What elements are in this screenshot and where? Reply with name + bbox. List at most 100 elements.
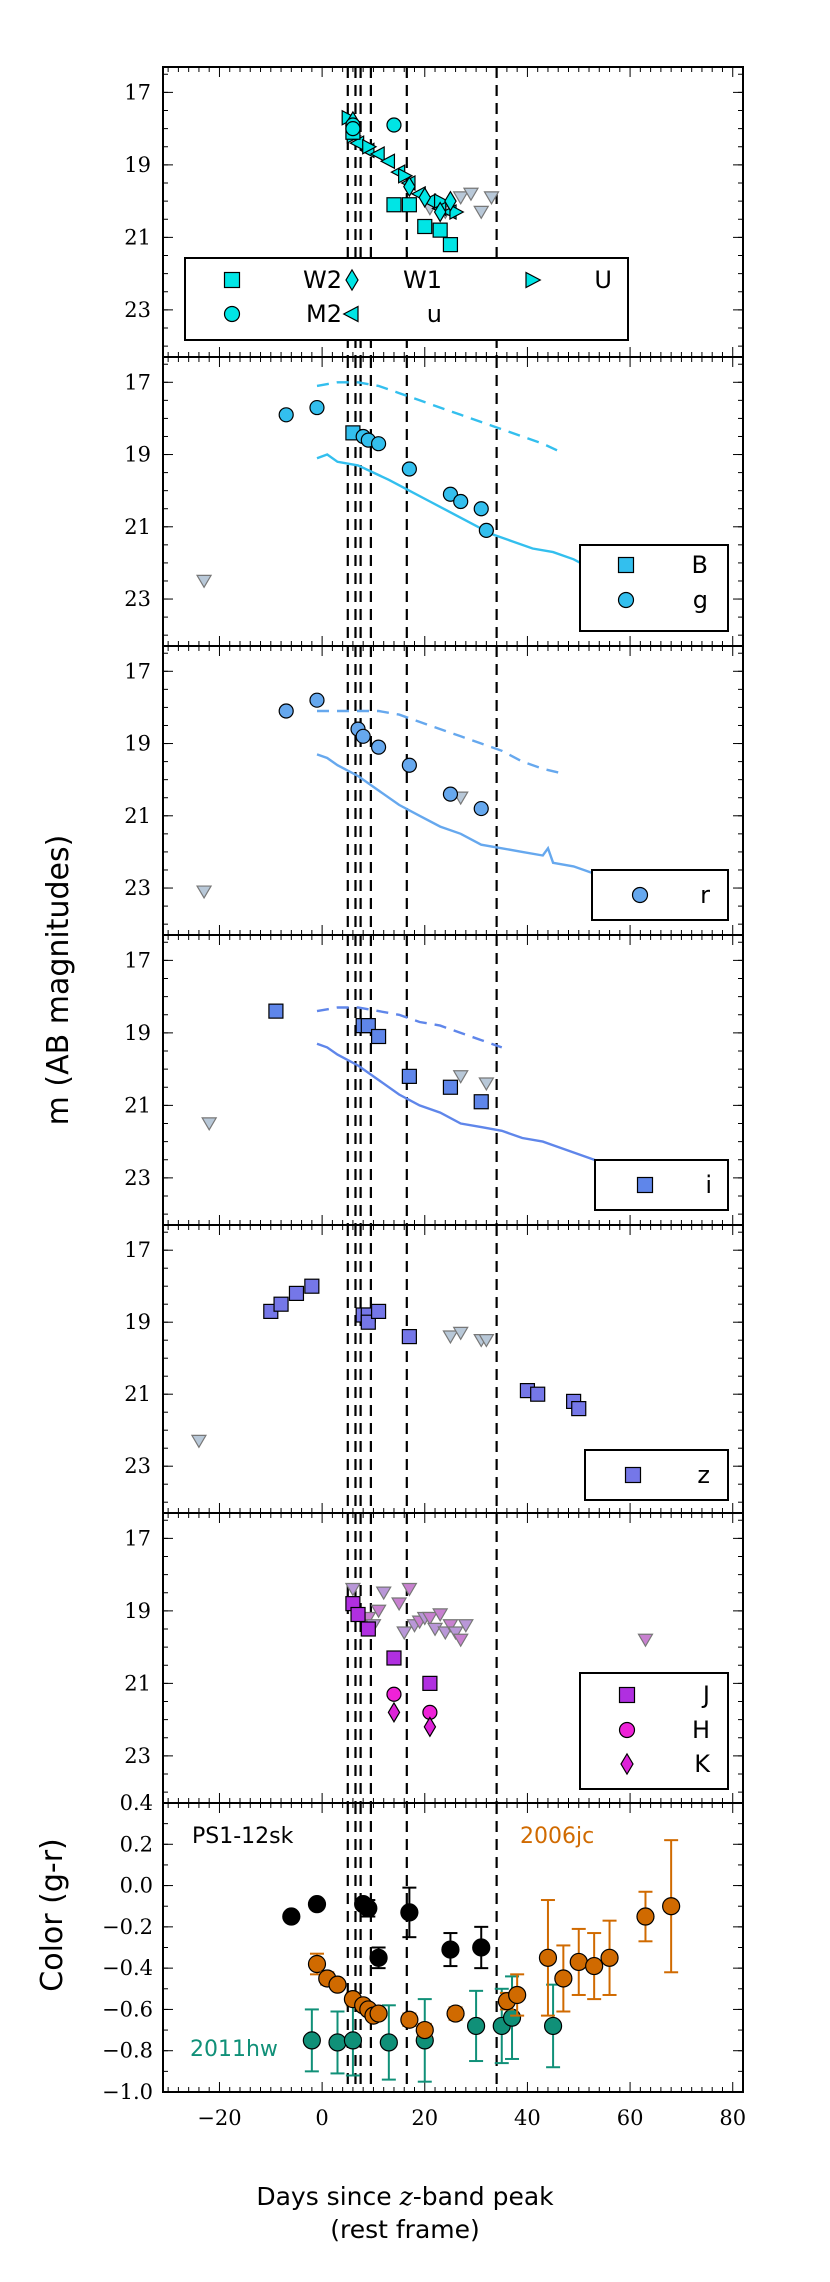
nir-K-point xyxy=(423,1716,437,1738)
z-point xyxy=(530,1386,546,1402)
y-tick-label: 23 xyxy=(124,587,151,611)
g-model-solid-line xyxy=(316,453,615,575)
color-point-2006jc xyxy=(662,1897,681,1916)
nir-upper-limit xyxy=(421,1611,438,1626)
legend-marker-B xyxy=(617,556,635,574)
x-tick-label: 20 xyxy=(411,2106,438,2130)
i-upper-limit xyxy=(478,1077,495,1092)
color-point-PS1-12sk xyxy=(307,1895,327,1914)
uv-M2-point xyxy=(386,117,402,133)
label-2006jc: 2006jc xyxy=(520,1824,594,1849)
legend-marker-U xyxy=(525,271,542,289)
y-tick-label: 19 xyxy=(124,443,151,467)
nir-upper-limit xyxy=(370,1604,387,1619)
r-point xyxy=(370,739,387,755)
y-tick-label: 17 xyxy=(124,370,151,394)
nir-upper-limit xyxy=(447,1626,464,1641)
nir-upper-limit xyxy=(637,1633,654,1648)
color-point-2006jc xyxy=(369,2004,388,2023)
i-upper-limit xyxy=(201,1117,218,1131)
uv-W2-point xyxy=(432,222,448,238)
nir-J-point xyxy=(386,1650,402,1666)
nir-upper-limit xyxy=(432,1608,449,1622)
color-point-2011hw xyxy=(379,2033,398,2052)
r-model-dashed-line xyxy=(317,709,559,774)
color-point-PS1-12sk xyxy=(369,1948,388,1967)
uv-W1-point xyxy=(403,175,416,198)
y-tick-label: 23 xyxy=(124,876,151,900)
g-g-point xyxy=(442,486,459,502)
i-point xyxy=(268,1003,284,1019)
panel-frame-5: 17 19 21 23 JHK xyxy=(124,1512,744,1804)
y-tick-label: 21 xyxy=(124,225,151,249)
i-model-solid-line xyxy=(316,1042,616,1169)
legend-label-J: J xyxy=(701,1681,710,1709)
x-axis-label-line1: Days since z-band peak xyxy=(256,2182,554,2211)
i-point xyxy=(473,1094,489,1110)
y-tick-label: 23 xyxy=(124,1454,151,1478)
uv-W2-point xyxy=(442,237,459,253)
g-upper-limit xyxy=(196,574,213,589)
legend-marker-J xyxy=(618,1686,636,1704)
legend-label-K: K xyxy=(694,1750,711,1778)
legend-label-u: u xyxy=(427,300,442,328)
color-point-2006jc xyxy=(569,1952,588,1972)
z-upper-limit xyxy=(478,1333,495,1348)
legend-marker-M2 xyxy=(223,305,241,323)
x-tick-label: 0 xyxy=(315,2106,328,2130)
color-point-2011hw xyxy=(466,2016,486,2036)
g-g-point xyxy=(473,501,489,517)
legend-label-r: r xyxy=(700,881,710,909)
legend-box xyxy=(591,869,729,921)
uv-W2-point xyxy=(401,197,417,213)
panel-frame-0: 17 19 21 23 W2 W1 U M2 u xyxy=(124,66,744,358)
color-y-tick-label: −0.4 xyxy=(102,1956,153,1980)
g-g-point xyxy=(278,407,294,423)
nir-upper-limit xyxy=(375,1586,392,1601)
color-point-2006jc xyxy=(636,1907,655,1926)
legend: W2 W1 U M2 u xyxy=(184,257,629,341)
uv-U-point xyxy=(398,167,414,184)
legend: JHK xyxy=(579,1672,729,1790)
legend-label-W1: W1 xyxy=(403,266,442,294)
color-point-PS1-12sk xyxy=(400,1903,419,1922)
g-model-dashed-line xyxy=(316,381,559,452)
y-tick-label: 23 xyxy=(124,298,151,322)
legend-marker-i xyxy=(636,1176,654,1194)
z-point xyxy=(288,1285,305,1302)
z-upper-limit xyxy=(190,1434,207,1449)
y-tick-label: 21 xyxy=(124,1382,151,1406)
nir-K-point xyxy=(387,1701,401,1724)
y-tick-label: 17 xyxy=(124,659,151,683)
x-tick-label: 40 xyxy=(514,2106,541,2130)
color-point-2006jc xyxy=(446,2004,465,2023)
legend-label-H: H xyxy=(692,1716,710,1744)
legend-marker-K xyxy=(620,1752,634,1776)
r-model-solid-line xyxy=(316,753,616,882)
color-point-2011hw xyxy=(302,2031,321,2050)
nir-J-point xyxy=(350,1606,366,1623)
nir-upper-limit xyxy=(396,1626,413,1641)
legend-marker-r xyxy=(631,886,649,904)
legend-box xyxy=(184,257,629,341)
z-point xyxy=(571,1400,587,1417)
legend-marker-u xyxy=(342,305,359,323)
y-tick-label: 21 xyxy=(124,1671,151,1695)
color-point-2006jc xyxy=(508,1985,527,2005)
g-g-point xyxy=(478,522,494,539)
z-upper-limit xyxy=(452,1326,469,1341)
nir-upper-limit xyxy=(452,1633,469,1648)
legend-label-B: B xyxy=(692,551,708,579)
y-tick-label: 17 xyxy=(124,1238,151,1262)
y-tick-label: 21 xyxy=(124,804,151,828)
x-axis-label-line2: (rest frame) xyxy=(330,2215,480,2244)
nir-upper-limit xyxy=(344,1582,361,1597)
y-tick-label: 19 xyxy=(124,1599,151,1623)
i-point xyxy=(442,1079,459,1095)
color-y-tick-label: 0.0 xyxy=(120,1874,153,1898)
color-point-2011hw xyxy=(543,2016,563,2036)
uv-W1-point xyxy=(418,186,432,209)
z-point xyxy=(304,1278,320,1294)
color-point-2006jc xyxy=(307,1954,327,1974)
uv-W1-point xyxy=(433,201,447,223)
